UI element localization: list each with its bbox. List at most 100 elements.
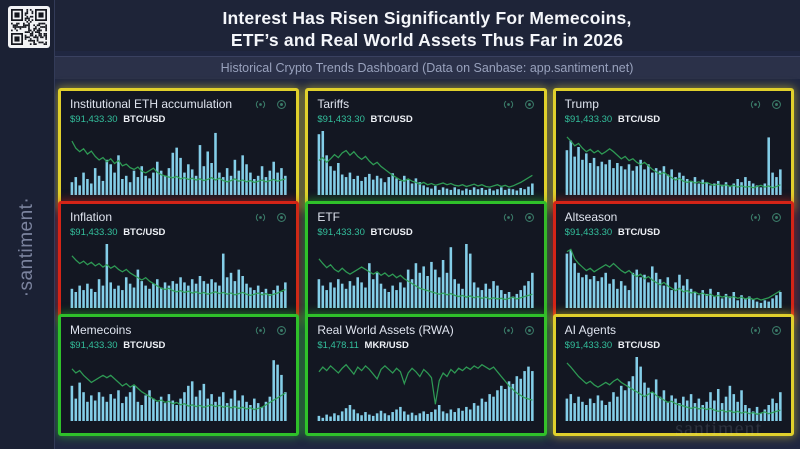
panel-header: Real World Assets (RWA)	[317, 322, 534, 338]
panel-header: Altseason	[565, 209, 782, 225]
live-icon[interactable]	[750, 99, 761, 110]
panel-icons	[503, 212, 535, 223]
panel-icons	[255, 325, 287, 336]
panel-chart[interactable]	[70, 355, 287, 421]
settings-icon[interactable]	[524, 325, 535, 336]
panel-price-row: $91,433.30 BTC/USD	[70, 113, 287, 126]
panel-icons	[750, 212, 782, 223]
settings-icon[interactable]	[276, 99, 287, 110]
panel-title: Institutional ETH accumulation	[70, 97, 233, 111]
qr-pattern	[11, 9, 47, 45]
panel-chart[interactable]	[317, 355, 534, 421]
page-subtitle: Historical Crypto Trends Dashboard (Data…	[54, 56, 800, 79]
asset-pair: BTC/USD	[370, 227, 413, 238]
settings-icon[interactable]	[771, 212, 782, 223]
asset-price: $91,433.30	[317, 114, 365, 125]
panel-header: Inflation	[70, 209, 287, 225]
asset-pair: BTC/USD	[123, 114, 166, 125]
panel-chart[interactable]	[317, 129, 534, 195]
page-title: Interest Has Risen Significantly For Mem…	[54, 0, 800, 51]
settings-icon[interactable]	[524, 212, 535, 223]
asset-pair: BTC/USD	[617, 227, 661, 238]
live-icon[interactable]	[503, 99, 514, 110]
panel-title: Memecoins	[70, 323, 132, 337]
panel-price-row: $91,433.30 BTC/USD	[565, 339, 782, 352]
panel-header: ETF	[317, 209, 534, 225]
panel-title: Inflation	[70, 210, 113, 224]
settings-icon[interactable]	[524, 99, 535, 110]
live-icon[interactable]	[503, 325, 514, 336]
panel-price-row: $91,433.30 BTC/USD	[70, 339, 287, 352]
chart-panel-inflation: Inflation $91,433.30 BTC/USD	[58, 201, 300, 323]
asset-price: $91,433.30	[70, 227, 118, 238]
live-icon[interactable]	[255, 99, 266, 110]
asset-price: $91,433.30	[70, 340, 118, 351]
panel-price-row: $91,433.30 BTC/USD	[565, 113, 782, 126]
panel-title: Altseason	[564, 210, 618, 224]
settings-icon[interactable]	[771, 99, 782, 110]
panel-header: AI Agents	[565, 322, 782, 338]
panel-header: Trump	[565, 96, 782, 112]
asset-price: $1,478.11	[317, 340, 359, 351]
panel-chart[interactable]	[565, 242, 782, 308]
panel-chart[interactable]	[565, 129, 782, 195]
chart-panel-trump: Trump $91,433.30 BTC/USD	[552, 88, 794, 210]
asset-pair: BTC/USD	[617, 114, 661, 125]
main-area: Interest Has Risen Significantly For Mem…	[54, 0, 800, 449]
chart-panel-memecoins: Memecoins $91,433.30 BTC/USD	[58, 314, 300, 436]
sidebar-brand: ·santiment·	[16, 196, 37, 298]
panel-title: ETF	[317, 210, 340, 224]
panel-title: Tariffs	[317, 97, 350, 111]
settings-icon[interactable]	[276, 325, 287, 336]
live-icon[interactable]	[255, 212, 266, 223]
asset-price: $91,433.30	[564, 227, 613, 238]
panel-title: Real World Assets (RWA)	[317, 323, 454, 337]
asset-pair: MKR/USD	[364, 340, 409, 351]
panel-price-row: $1,478.11 MKR/USD	[317, 339, 534, 352]
panel-chart[interactable]	[70, 242, 287, 308]
chart-panel-etf: ETF $91,433.30 BTC/USD	[305, 201, 547, 323]
live-icon[interactable]	[750, 325, 761, 336]
asset-price: $91,433.30	[564, 114, 613, 125]
panel-icons	[503, 325, 535, 336]
panel-chart[interactable]	[565, 355, 782, 421]
live-icon[interactable]	[750, 212, 761, 223]
qr-code	[8, 6, 50, 48]
asset-pair: BTC/USD	[123, 227, 166, 238]
live-icon[interactable]	[503, 212, 514, 223]
chart-panel-tariffs: Tariffs $91,433.30 BTC/USD	[305, 88, 547, 210]
settings-icon[interactable]	[771, 325, 782, 336]
chart-panel-real-world-assets-rwa: Real World Assets (RWA) $1,478.11 MKR/US…	[305, 314, 547, 436]
panel-icons	[750, 325, 782, 336]
panel-price-row: $91,433.30 BTC/USD	[70, 226, 287, 239]
panel-header: Institutional ETH accumulation	[70, 96, 287, 112]
panel-header: Memecoins	[70, 322, 287, 338]
page-title-line2: ETF’s and Real World Assets Thus Far in …	[230, 30, 624, 50]
panel-chart[interactable]	[70, 129, 287, 195]
asset-price: $91,433.30	[70, 114, 118, 125]
panel-price-row: $91,433.30 BTC/USD	[317, 226, 534, 239]
panel-title: Trump	[564, 97, 599, 111]
panel-icons	[503, 99, 535, 110]
asset-price: $91,433.30	[317, 227, 365, 238]
panel-chart[interactable]	[317, 242, 534, 308]
settings-icon[interactable]	[276, 212, 287, 223]
panel-title: AI Agents	[564, 323, 617, 337]
page-title-line1: Interest Has Risen Significantly For Mem…	[222, 8, 632, 28]
sidebar: ·santiment·	[0, 0, 55, 449]
panel-price-row: $91,433.30 BTC/USD	[565, 226, 782, 239]
panel-icons	[255, 212, 287, 223]
chart-panel-ai-agents: AI Agents $91,433.30 BTC/USD	[552, 314, 794, 436]
chart-panel-altseason: Altseason $91,433.30 BTC/USD	[552, 201, 794, 323]
panels-grid: Institutional ETH accumulation $91,433.3…	[58, 88, 794, 436]
asset-price: $91,433.30	[564, 340, 613, 351]
panel-price-row: $91,433.30 BTC/USD	[317, 113, 534, 126]
panel-icons	[750, 99, 782, 110]
asset-pair: BTC/USD	[123, 340, 166, 351]
asset-pair: BTC/USD	[617, 340, 661, 351]
live-icon[interactable]	[255, 325, 266, 336]
asset-pair: BTC/USD	[370, 114, 413, 125]
panel-header: Tariffs	[317, 96, 534, 112]
chart-panel-institutional-eth-accumulation: Institutional ETH accumulation $91,433.3…	[58, 88, 300, 210]
